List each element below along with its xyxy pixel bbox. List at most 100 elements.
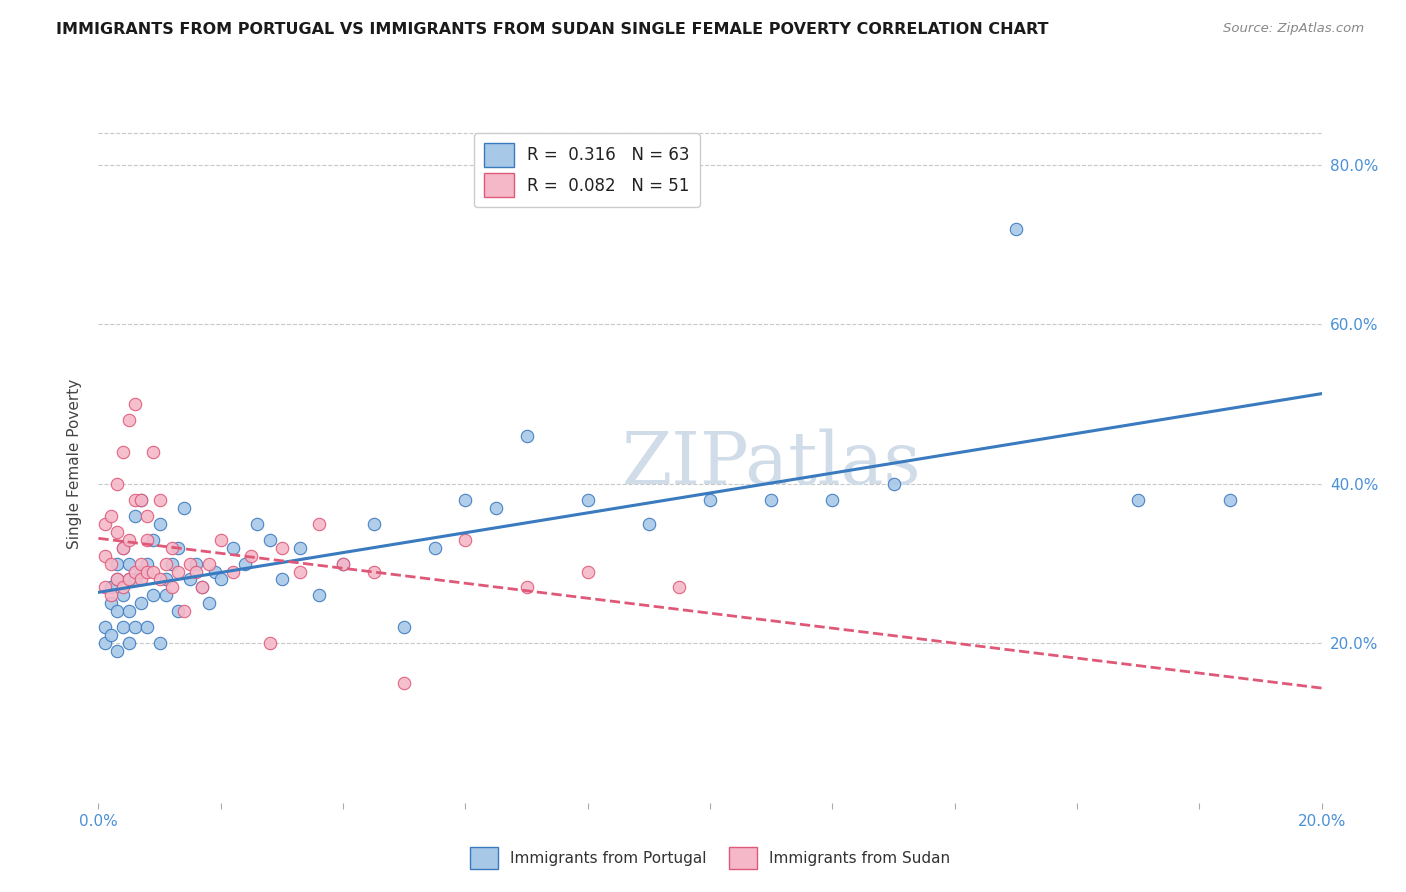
Point	[111, 589, 134, 603]
Point	[454, 533, 477, 547]
Point	[160, 581, 183, 595]
Point	[136, 620, 159, 634]
Point	[105, 557, 128, 571]
Point	[111, 581, 134, 595]
Point	[167, 604, 190, 618]
Point	[204, 565, 226, 579]
Point	[363, 516, 385, 531]
Point	[516, 429, 538, 443]
Point	[363, 565, 385, 579]
Point	[699, 492, 721, 507]
Point	[100, 628, 122, 642]
Point	[142, 565, 165, 579]
Point	[167, 541, 190, 555]
Point	[392, 620, 416, 634]
Point	[173, 604, 195, 618]
Point	[93, 549, 115, 563]
Point	[111, 541, 134, 555]
Point	[160, 541, 183, 555]
Point	[100, 581, 122, 595]
Point	[576, 492, 599, 507]
Point	[821, 492, 844, 507]
Point	[160, 557, 183, 571]
Point	[136, 508, 159, 523]
Point	[186, 565, 208, 579]
Point	[149, 573, 172, 587]
Point	[149, 636, 172, 650]
Point	[129, 492, 152, 507]
Point	[136, 565, 159, 579]
Point	[136, 533, 159, 547]
Point	[124, 620, 146, 634]
Point	[270, 541, 292, 555]
Point	[124, 508, 146, 523]
Point	[129, 492, 152, 507]
Point	[240, 549, 263, 563]
Point	[332, 557, 354, 571]
Point	[111, 620, 134, 634]
Y-axis label: Single Female Poverty: Single Female Poverty	[67, 379, 83, 549]
Point	[93, 636, 115, 650]
Point	[1219, 492, 1241, 507]
Point	[142, 445, 165, 459]
Point	[100, 557, 122, 571]
Point	[454, 492, 477, 507]
Point	[118, 636, 141, 650]
Point	[246, 516, 269, 531]
Point	[191, 581, 214, 595]
Point	[191, 581, 214, 595]
Point	[129, 557, 152, 571]
Legend: Immigrants from Portugal, Immigrants from Sudan: Immigrants from Portugal, Immigrants fro…	[463, 839, 957, 877]
Point	[668, 581, 690, 595]
Point	[423, 541, 446, 555]
Point	[129, 565, 152, 579]
Point	[155, 573, 177, 587]
Point	[142, 589, 165, 603]
Point	[111, 445, 134, 459]
Point	[759, 492, 782, 507]
Point	[222, 565, 245, 579]
Point	[149, 492, 172, 507]
Point	[209, 573, 232, 587]
Point	[186, 557, 208, 571]
Point	[124, 397, 146, 411]
Point	[105, 573, 128, 587]
Point	[222, 541, 245, 555]
Point	[100, 589, 122, 603]
Point	[118, 413, 141, 427]
Point	[576, 565, 599, 579]
Point	[93, 620, 115, 634]
Point	[1004, 221, 1026, 235]
Point	[149, 516, 172, 531]
Point	[308, 589, 330, 603]
Point	[129, 596, 152, 610]
Point	[118, 557, 141, 571]
Point	[179, 573, 201, 587]
Point	[124, 565, 146, 579]
Point	[197, 557, 219, 571]
Point	[105, 604, 128, 618]
Point	[118, 573, 141, 587]
Point	[197, 596, 219, 610]
Point	[485, 500, 508, 515]
Point	[100, 508, 122, 523]
Text: Source: ZipAtlas.com: Source: ZipAtlas.com	[1223, 22, 1364, 36]
Point	[124, 573, 146, 587]
Point	[233, 557, 256, 571]
Point	[155, 557, 177, 571]
Point	[118, 604, 141, 618]
Point	[93, 516, 115, 531]
Point	[155, 589, 177, 603]
Point	[118, 533, 141, 547]
Point	[111, 541, 134, 555]
Point	[124, 492, 146, 507]
Point	[259, 636, 281, 650]
Point	[105, 573, 128, 587]
Point	[129, 573, 152, 587]
Text: ZIPatlas: ZIPatlas	[621, 428, 921, 500]
Point	[173, 500, 195, 515]
Point	[1128, 492, 1150, 507]
Point	[290, 565, 312, 579]
Point	[179, 557, 201, 571]
Point	[883, 476, 905, 491]
